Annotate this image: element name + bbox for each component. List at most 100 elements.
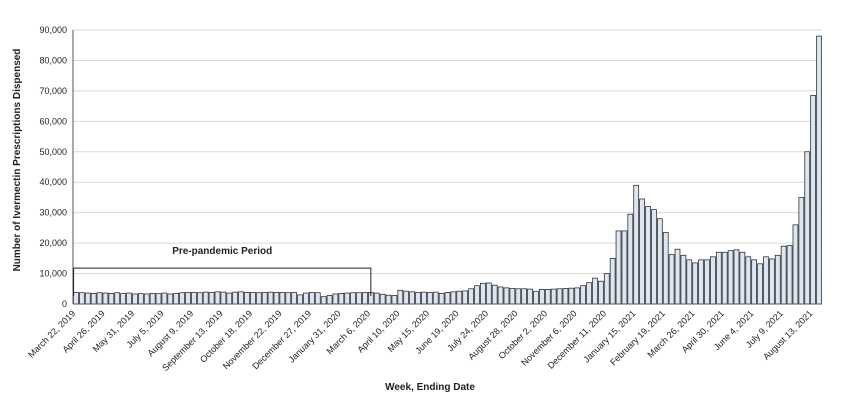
bar [480, 282, 486, 305]
bar [527, 288, 533, 305]
bar [810, 95, 816, 305]
bar [285, 292, 292, 305]
bar [421, 291, 427, 305]
bar [674, 248, 681, 305]
bar [568, 287, 575, 305]
y-axis-title: Number of Ivermectin Prescriptions Dispe… [12, 49, 23, 272]
bar [96, 292, 103, 305]
bar [73, 292, 79, 305]
y-tick-label: 30,000 [39, 208, 67, 218]
bar [757, 263, 763, 305]
bar [379, 293, 386, 305]
bar [102, 292, 109, 305]
bar [208, 292, 215, 305]
bar [639, 198, 645, 305]
bar [515, 288, 522, 305]
y-tick-label: 90,000 [39, 25, 67, 35]
bar [769, 258, 775, 305]
bar [79, 292, 85, 305]
bar [586, 282, 592, 305]
bar [214, 291, 221, 305]
bar [786, 245, 793, 305]
y-tick-label: 70,000 [39, 86, 67, 96]
bar [774, 254, 781, 305]
bar [255, 292, 262, 305]
bar [727, 250, 734, 305]
bar [692, 262, 699, 305]
bar [232, 291, 239, 305]
bar [137, 293, 144, 305]
bar [185, 292, 191, 305]
bar [574, 287, 581, 305]
x-tick-label: October 18, 2019 [198, 308, 254, 364]
bar [220, 291, 227, 305]
bar [297, 294, 303, 305]
bar [167, 293, 174, 305]
y-tick-label: 20,000 [39, 238, 67, 248]
bar [226, 292, 233, 305]
bar [326, 295, 333, 305]
bar [108, 292, 115, 305]
bar [592, 277, 598, 305]
bar [397, 289, 404, 305]
annotation: Pre-pandemic Period [172, 246, 272, 257]
y-tick-label: 60,000 [39, 116, 67, 126]
bar [350, 292, 356, 305]
bar [196, 292, 203, 305]
bar [562, 288, 569, 305]
bar [114, 292, 121, 305]
bar [645, 206, 651, 305]
bar [338, 292, 345, 305]
bar [533, 290, 539, 305]
bar [450, 291, 457, 305]
bar [468, 288, 474, 305]
bar [120, 293, 126, 305]
bar [173, 292, 180, 305]
x-tick-label: January 31, 2020 [286, 308, 342, 364]
bar [438, 292, 445, 305]
x-tick-label: November 6, 2020 [519, 308, 578, 367]
y-tick-label: 0 [62, 299, 67, 309]
bar [739, 251, 746, 305]
bar [680, 254, 687, 305]
bar [609, 257, 616, 305]
bar [627, 213, 634, 305]
x-tick-label: January 15, 2021 [581, 308, 637, 364]
bar [816, 35, 822, 305]
bar [497, 286, 504, 305]
bar [792, 224, 799, 305]
bar [303, 292, 309, 305]
bar [668, 254, 675, 305]
bar [651, 209, 657, 305]
bar [314, 292, 321, 305]
bar [656, 218, 663, 305]
x-tick-label: February 19, 2021 [608, 308, 667, 367]
bar [426, 292, 433, 305]
bar [415, 292, 421, 305]
bar [84, 292, 91, 305]
bar [373, 292, 380, 305]
bar [780, 245, 787, 305]
bar [698, 259, 704, 305]
bar [391, 295, 398, 305]
bar [143, 293, 150, 305]
y-tick-label: 80,000 [39, 55, 67, 65]
bar [615, 230, 622, 305]
bar [90, 292, 97, 305]
bar [603, 273, 610, 305]
bar [633, 184, 640, 305]
y-tick-label: 40,000 [39, 177, 67, 187]
y-tick-label: 50,000 [39, 147, 67, 157]
bar [491, 284, 498, 305]
bar [662, 232, 669, 305]
bar [202, 291, 209, 305]
bar [320, 296, 327, 305]
bar [261, 292, 268, 305]
bar [267, 291, 274, 305]
bar [362, 292, 368, 305]
bar [763, 256, 769, 305]
bar [539, 289, 545, 305]
bar [721, 251, 728, 305]
bar [745, 256, 752, 305]
